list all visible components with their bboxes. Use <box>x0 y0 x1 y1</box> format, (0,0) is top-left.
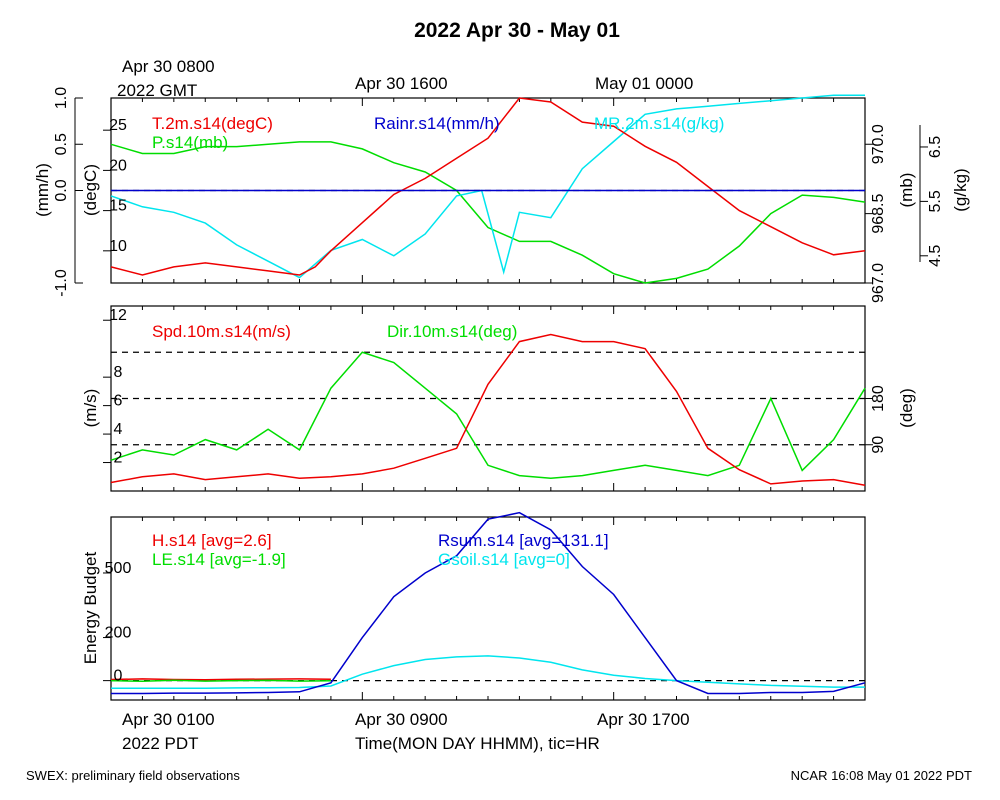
sensible-heat-legend: H.s14 [avg=2.6] <box>152 531 272 550</box>
temp-axis-tick-label: 10 <box>109 238 127 255</box>
rain-axis-tick-label: 0.5 <box>53 133 70 155</box>
net-radiation-legend: Rsum.s14 [avg=131.1] <box>438 531 609 550</box>
pres-axis-tick-label: 967.0 <box>870 263 887 303</box>
soil-heat-legend: Gsoil.s14 [avg=0] <box>438 550 570 569</box>
speed-axis-tick-label: 2 <box>114 450 123 467</box>
sensible-heat-series-line <box>110 678 331 681</box>
energy-axis-tick-label: 500 <box>105 560 132 577</box>
top-axis-first-label-line1: Apr 30 0800 <box>122 57 215 76</box>
temp-axis-tick-label: 20 <box>109 157 127 174</box>
energy-axis-tick-label: 0 <box>114 668 123 685</box>
bottom-axis-first-label-line2: 2022 PDT <box>122 734 199 753</box>
chart-title: 2022 Apr 30 - May 01 <box>414 19 620 42</box>
rain-axis-tick-label: 1.0 <box>53 87 70 109</box>
speed-axis-label: (m/s) <box>81 389 100 428</box>
top-axis-mid-label: Apr 30 1600 <box>355 74 448 93</box>
latent-heat-series-line <box>110 679 331 683</box>
energy-axis-label: Energy Budget <box>81 551 100 664</box>
bottom-axis-first-label-line1: Apr 30 0100 <box>122 710 215 729</box>
footer-left: SWEX: preliminary field observations <box>26 768 240 783</box>
mixing-ratio-legend: MR.2m.s14(g/kg) <box>594 114 724 133</box>
energy-axis-tick-label: 200 <box>105 625 132 642</box>
pres-axis-tick-label: 970.0 <box>870 124 887 164</box>
speed-axis-tick-label: 6 <box>114 393 123 410</box>
mr-axis-tick-label: 5.5 <box>927 190 944 212</box>
pres-axis-label: (mb) <box>897 173 916 208</box>
net-radiation-series-line <box>111 511 866 695</box>
rain-axis-label: (mm/h) <box>33 163 52 217</box>
direction-axis-label: (deg) <box>897 388 916 428</box>
mr-axis-tick-label: 6.5 <box>927 136 944 158</box>
met-panel: -1.0 0.0 0.5 1.0 (mm/h) 10 15 20 25 (degC) 967.0 96… <box>33 87 970 303</box>
mr-axis-tick-label: 4.5 <box>927 245 944 267</box>
wind-panel: 2 4 6 8 12 (m/s) 90 180 (deg) Spd.10m.s14(m/s) Dir… <box>81 305 916 492</box>
rain-axis-tick-label: 0.0 <box>53 179 70 201</box>
pressure-legend: P.s14(mb) <box>152 133 228 152</box>
top-axis-first-label-line2: 2022 GMT <box>117 81 197 100</box>
rain-rate-legend: Rainr.s14(mm/h) <box>374 114 500 133</box>
soil-heat-series-line <box>111 655 865 689</box>
pres-axis-tick-label: 968.5 <box>870 194 887 234</box>
mixing-ratio-series-line <box>110 94 865 279</box>
temperature-legend: T.2m.s14(degC) <box>152 114 273 133</box>
wind-direction-legend: Dir.10m.s14(deg) <box>387 322 517 341</box>
x-axis-title: Time(MON DAY HHMM), tic=HR <box>355 734 600 753</box>
direction-axis-tick-label: 90 <box>870 436 887 454</box>
rain-axis-tick-label: -1.0 <box>53 269 70 297</box>
latent-heat-legend: LE.s14 [avg=-1.9] <box>152 550 286 569</box>
speed-axis-tick-label: 4 <box>114 421 123 438</box>
direction-axis-tick-label: 180 <box>870 385 887 412</box>
temp-axis-label: (degC) <box>81 164 100 216</box>
bottom-time-axis-labels: Apr 30 0100 2022 PDT Apr 30 0900 Apr 30 … <box>122 710 690 753</box>
wind-speed-series-line <box>110 333 866 487</box>
bottom-axis-last-label: Apr 30 1700 <box>597 710 690 729</box>
temperature-series-line <box>110 97 866 276</box>
wind-direction-series-line <box>110 351 866 479</box>
temp-axis-tick-label: 15 <box>109 198 127 215</box>
pressure-series-line <box>110 141 866 284</box>
speed-axis-tick-label: 12 <box>109 307 127 324</box>
speed-axis-tick-label: 8 <box>114 364 123 381</box>
wind-speed-legend: Spd.10m.s14(m/s) <box>152 322 291 341</box>
bottom-axis-mid-label: Apr 30 0900 <box>355 710 448 729</box>
top-axis-last-label: May 01 0000 <box>595 74 693 93</box>
temp-axis-tick-label: 25 <box>109 117 127 134</box>
energy-panel: 0 200 500 Energy Budget H.s14 [avg=2.6]LE.s1… <box>81 511 866 701</box>
mr-axis-label: (g/kg) <box>951 168 970 211</box>
footer-right: NCAR 16:08 May 01 2022 PDT <box>791 768 972 783</box>
top-time-axis-labels: Apr 30 0800 2022 GMT Apr 30 1600 May 01 … <box>117 57 693 100</box>
